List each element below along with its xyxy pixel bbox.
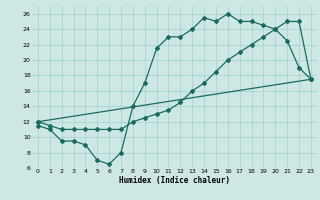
X-axis label: Humidex (Indice chaleur): Humidex (Indice chaleur) bbox=[119, 176, 230, 185]
